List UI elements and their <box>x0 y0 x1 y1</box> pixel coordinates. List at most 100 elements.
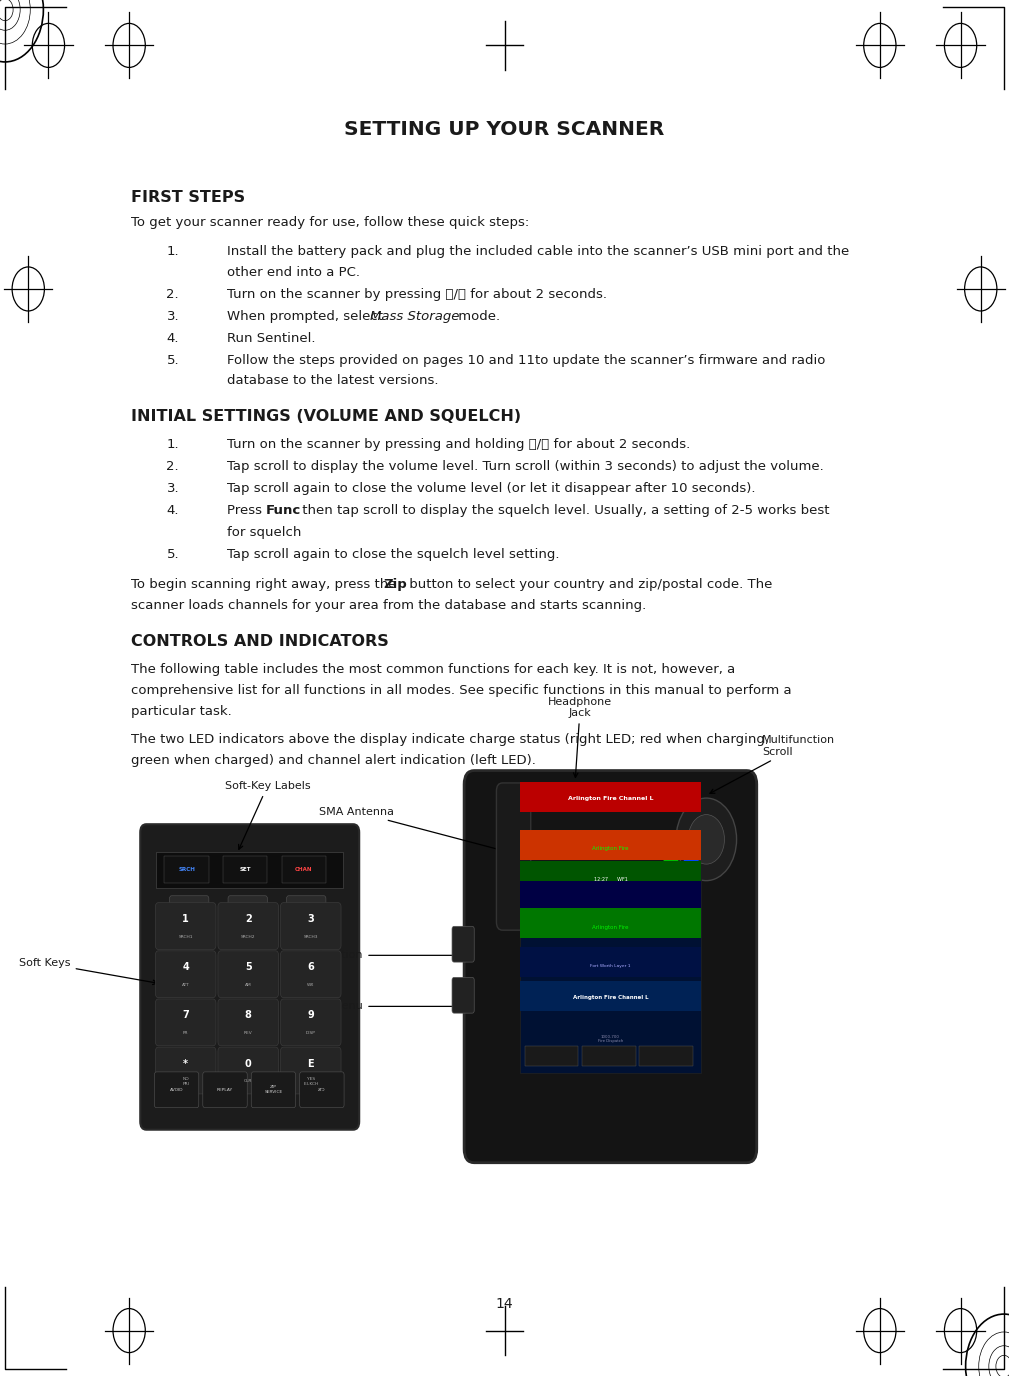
Text: mode.: mode. <box>454 310 500 322</box>
Text: database to the latest versions.: database to the latest versions. <box>227 374 439 387</box>
Bar <box>282 856 326 883</box>
Text: then tap scroll to display the squelch level. Usually, a setting of 2-5 works be: then tap scroll to display the squelch l… <box>298 504 829 516</box>
Text: 4.: 4. <box>166 332 179 344</box>
Text: SDS100: SDS100 <box>535 883 559 889</box>
Bar <box>520 782 701 812</box>
FancyBboxPatch shape <box>452 977 474 1013</box>
Bar <box>520 867 701 892</box>
Text: CHAN: CHAN <box>295 867 313 872</box>
Text: 5.: 5. <box>166 354 180 366</box>
FancyBboxPatch shape <box>218 951 278 998</box>
Text: button to select your country and zip/postal code. The: button to select your country and zip/po… <box>405 578 772 590</box>
FancyBboxPatch shape <box>170 896 209 921</box>
Text: Arlington Fire Channel L: Arlington Fire Channel L <box>573 995 648 1000</box>
FancyBboxPatch shape <box>281 951 341 998</box>
Text: 3.: 3. <box>166 310 180 322</box>
Text: CONTROLS AND INDICATORS: CONTROLS AND INDICATORS <box>131 634 388 649</box>
Text: Arlington Fire Channel L: Arlington Fire Channel L <box>568 795 653 801</box>
Text: Follow the steps provided on pages 10 and 11to update the scanner’s firmware and: Follow the steps provided on pages 10 an… <box>227 354 825 366</box>
Text: ZIP
SERVICE: ZIP SERVICE <box>264 1086 283 1094</box>
Text: 4: 4 <box>183 962 189 973</box>
FancyBboxPatch shape <box>281 903 341 949</box>
Text: Run Sentinel.: Run Sentinel. <box>227 332 316 344</box>
Text: Turn on the scanner by pressing and holding ⎈/⏻ for about 2 seconds.: Turn on the scanner by pressing and hold… <box>227 438 690 450</box>
Text: DISP: DISP <box>306 1031 316 1035</box>
Text: ATT: ATT <box>182 982 190 987</box>
Text: The following table includes the most common functions for each key. It is not, : The following table includes the most co… <box>131 663 736 676</box>
Text: 0: 0 <box>245 1058 251 1069</box>
FancyBboxPatch shape <box>155 951 216 998</box>
FancyBboxPatch shape <box>300 1072 344 1108</box>
Text: E: E <box>308 1058 314 1069</box>
FancyBboxPatch shape <box>218 903 278 949</box>
Text: FIRST STEPS: FIRST STEPS <box>131 190 245 205</box>
Text: 1.: 1. <box>166 245 180 257</box>
Circle shape <box>676 798 737 881</box>
FancyBboxPatch shape <box>287 896 326 921</box>
Text: 5: 5 <box>245 962 251 973</box>
FancyBboxPatch shape <box>155 1047 216 1094</box>
Text: Tap scroll to display the volume level. Turn scroll (within 3 seconds) to adjust: Tap scroll to display the volume level. … <box>227 460 823 472</box>
FancyBboxPatch shape <box>218 999 278 1046</box>
Text: AM: AM <box>245 982 251 987</box>
Bar <box>520 881 701 911</box>
Bar <box>520 861 701 892</box>
Text: 3: 3 <box>308 914 314 925</box>
Text: Arlington Fire: Arlington Fire <box>592 846 629 852</box>
Text: SET: SET <box>239 867 251 872</box>
Text: Install the battery pack and plug the included cable into the scanner’s USB mini: Install the battery pack and plug the in… <box>227 245 850 257</box>
Text: Multifunction
Scroll: Multifunction Scroll <box>710 735 834 794</box>
FancyBboxPatch shape <box>251 1072 296 1108</box>
Text: 14: 14 <box>495 1298 514 1311</box>
Text: SRCH1: SRCH1 <box>179 934 193 938</box>
Bar <box>520 981 701 1011</box>
Text: 9: 9 <box>308 1010 314 1021</box>
Text: Turn on the scanner by pressing ⎈/⏻ for about 2 seconds.: Turn on the scanner by pressing ⎈/⏻ for … <box>227 288 607 300</box>
Text: To begin scanning right away, press the: To begin scanning right away, press the <box>131 578 401 590</box>
Bar <box>223 856 267 883</box>
Text: Ƶ/Ɔ: Ƶ/Ɔ <box>318 1088 326 1091</box>
Text: CLR: CLR <box>244 1079 252 1083</box>
Bar <box>520 908 701 938</box>
Text: other end into a PC.: other end into a PC. <box>227 266 360 278</box>
Text: 7: 7 <box>183 1010 189 1021</box>
Text: 6: 6 <box>308 962 314 973</box>
Bar <box>520 867 701 1073</box>
FancyBboxPatch shape <box>155 903 216 949</box>
Text: 12:27      WF1: 12:27 WF1 <box>593 877 628 882</box>
FancyBboxPatch shape <box>154 1072 199 1108</box>
Text: To get your scanner ready for use, follow these quick steps:: To get your scanner ready for use, follo… <box>131 216 530 228</box>
Text: for squelch: for squelch <box>227 526 302 538</box>
FancyBboxPatch shape <box>218 1047 278 1094</box>
FancyBboxPatch shape <box>281 999 341 1046</box>
Text: REV: REV <box>244 1031 252 1035</box>
Text: SMA Antenna: SMA Antenna <box>319 806 509 853</box>
Text: Uniden: Uniden <box>535 864 560 870</box>
Bar <box>164 856 209 883</box>
Text: scanner loads channels for your area from the database and starts scanning.: scanner loads channels for your area fro… <box>131 599 647 611</box>
FancyBboxPatch shape <box>496 783 531 930</box>
Text: bearcat: bearcat <box>583 863 616 871</box>
Text: SRCH2: SRCH2 <box>241 934 255 938</box>
Text: Press: Press <box>227 504 266 516</box>
Text: REPLAY: REPLAY <box>217 1088 233 1091</box>
Text: The two LED indicators above the display indicate charge status (right LED; red : The two LED indicators above the display… <box>131 733 769 746</box>
Text: 3.: 3. <box>166 482 180 494</box>
Text: Fort Worth Layer 1: Fort Worth Layer 1 <box>590 965 631 967</box>
Circle shape <box>663 856 679 878</box>
FancyBboxPatch shape <box>203 1072 247 1108</box>
Bar <box>156 852 343 888</box>
Text: SETTING UP YOUR SCANNER: SETTING UP YOUR SCANNER <box>344 120 665 139</box>
Bar <box>520 947 701 977</box>
Text: SRCH: SRCH <box>179 867 195 872</box>
Text: SRCH3: SRCH3 <box>304 934 318 938</box>
Text: When prompted, select: When prompted, select <box>227 310 387 322</box>
Text: NO
PRI: NO PRI <box>183 1077 189 1086</box>
FancyBboxPatch shape <box>464 771 757 1163</box>
Text: comprehensive list for all functions in all modes. See specific functions in thi: comprehensive list for all functions in … <box>131 684 792 696</box>
Circle shape <box>688 815 724 864</box>
FancyBboxPatch shape <box>452 926 474 962</box>
Text: AVOID: AVOID <box>170 1088 184 1091</box>
Text: Arlington Fire: Arlington Fire <box>592 925 629 930</box>
Text: green when charged) and channel alert indication (left LED).: green when charged) and channel alert in… <box>131 754 536 766</box>
